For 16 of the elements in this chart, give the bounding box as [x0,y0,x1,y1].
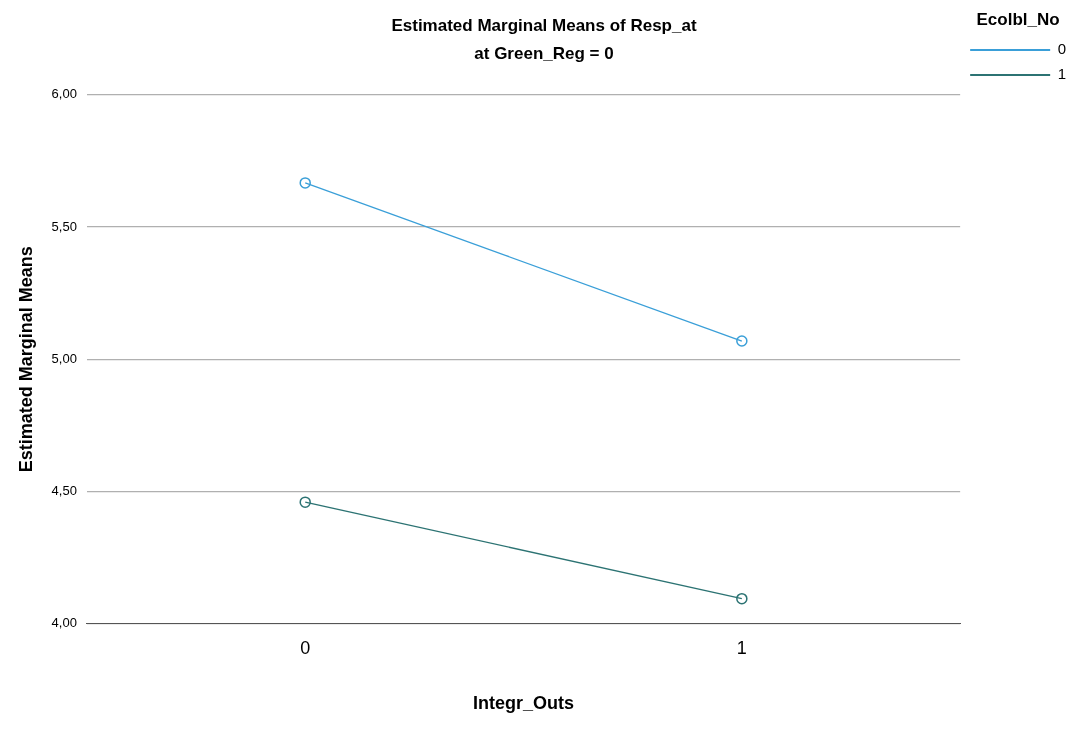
y-tick-label: 5,00 [51,350,77,366]
chart-subtitle: at Green_Reg = 0 [474,44,614,64]
y-axis-title: Estimated Marginal Means [15,246,36,473]
chart-title: Estimated Marginal Means of Resp_at [391,15,697,35]
y-tick-label: 6,00 [51,86,77,102]
point [299,496,311,508]
text: 1 [1057,65,1066,83]
point [736,592,748,605]
point [736,335,748,347]
x-axis-title: Integr_Outs [473,693,575,714]
y-tick-label: 5,50 [51,218,77,234]
legend-title: Ecolbl_No [976,10,1060,30]
y-tick-label: 4,00 [51,615,77,631]
point [299,177,311,189]
text: 0 [1057,40,1066,58]
y-tick-label: 4,50 [51,483,77,499]
